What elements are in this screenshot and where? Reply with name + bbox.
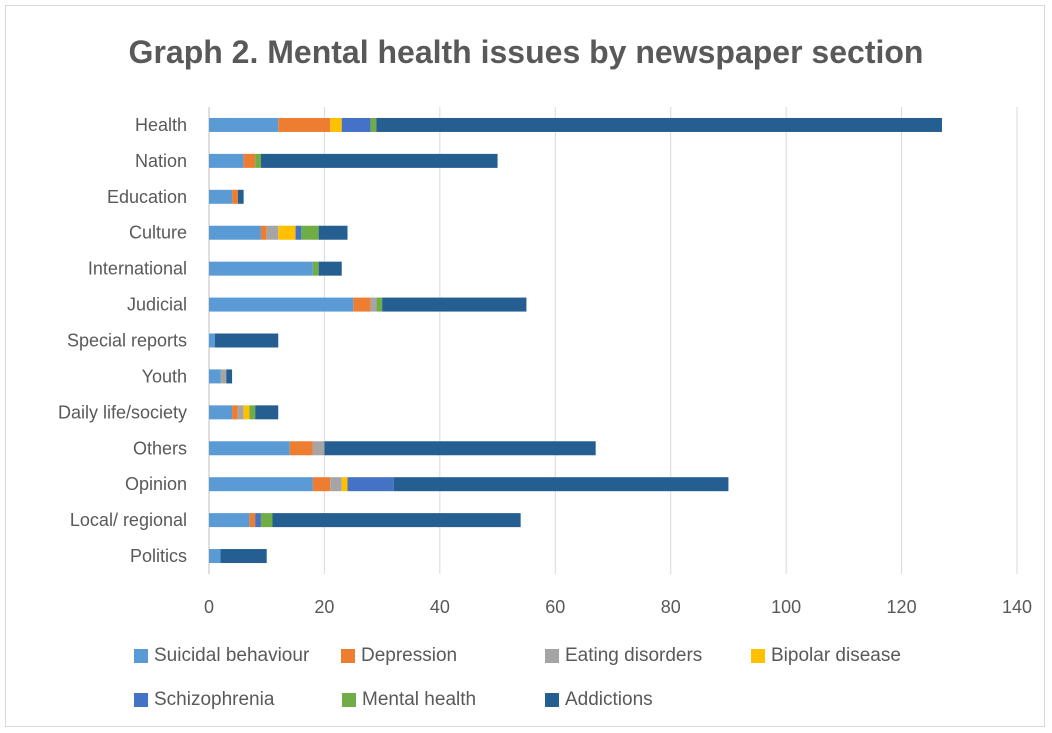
bar-segment [260,513,273,528]
bar-segment [347,477,394,492]
bar-segment [249,513,256,528]
x-tick-label: 60 [545,597,565,617]
bar-segment [243,405,250,420]
bar-segment [341,117,371,132]
bar-segment [370,117,377,132]
category-label: Local/ regional [70,510,187,530]
category-label: Politics [130,546,187,566]
bar-segment [255,405,279,420]
bar-series [209,117,942,564]
bar-segment [209,513,250,528]
bar-segment [278,225,296,240]
bar-segment [353,297,371,312]
bar-segment [382,297,527,312]
bar-segment [209,477,313,492]
bar-segment [312,261,319,276]
x-tick-label: 0 [204,597,214,617]
category-label: Special reports [67,331,187,351]
category-label: Culture [129,223,187,243]
bar-segment [301,225,319,240]
x-tick-label: 140 [1002,597,1032,617]
bar-segment [330,117,342,132]
x-axis-tick-labels: 0 20 40 60 80 100 120 140 [204,597,1032,617]
bar-segment [370,297,377,312]
bar-segment [289,441,313,456]
chart-title: Graph 2. Mental health issues by newspap… [128,34,924,70]
bar-segment [209,189,233,204]
bar-segment [272,513,521,528]
category-label: Health [135,115,187,135]
bar-segment [214,333,279,348]
bar-segment [209,153,244,168]
bar-segment [260,225,267,240]
bar-segment [341,477,348,492]
bar-segment [220,549,267,564]
bar-segment [249,405,256,420]
bar-segment [266,225,279,240]
bar-segment [237,189,244,204]
bar-segment [278,117,331,132]
gridlines [208,107,1018,574]
bar-segment [312,477,331,492]
bar-segment [232,405,238,420]
bar-segment [324,441,596,456]
category-label: Youth [142,366,187,386]
bar-segment [255,513,261,528]
bar-segment [209,369,221,384]
bar-segment [209,261,313,276]
category-labels: Health Nation Education Culture Internationa… [58,115,187,566]
category-label: Education [107,187,187,207]
bar-segment [295,225,302,240]
bar-segment [209,549,221,564]
category-label: Opinion [125,474,187,494]
bar-segment [232,189,238,204]
bar-segment [209,405,233,420]
category-label: Daily life/society [58,402,187,422]
bar-segment [243,153,256,168]
x-tick-label: 100 [771,597,801,617]
bar-segment [376,117,942,132]
bar-segment [312,441,325,456]
x-tick-label: 40 [430,597,450,617]
bar-segment [226,369,233,384]
bar-segment [220,369,227,384]
x-tick-label: 20 [314,597,334,617]
category-label: International [88,259,187,279]
bar-segment [393,477,729,492]
bar-segment [318,261,342,276]
bar-segment [318,225,348,240]
category-label: Others [133,438,187,458]
bar-segment [209,225,261,240]
bar-segment [209,333,215,348]
bar-segment [237,405,244,420]
x-tick-label: 80 [661,597,681,617]
bar-segment [209,117,279,132]
bar-segment [255,153,261,168]
bar-segment [209,297,354,312]
bar-segment [330,477,342,492]
bar-segment [260,153,498,168]
bar-segment [376,297,383,312]
x-tick-label: 120 [887,597,917,617]
bar-segment [209,441,290,456]
category-label: Nation [135,151,187,171]
category-label: Judicial [127,295,187,315]
